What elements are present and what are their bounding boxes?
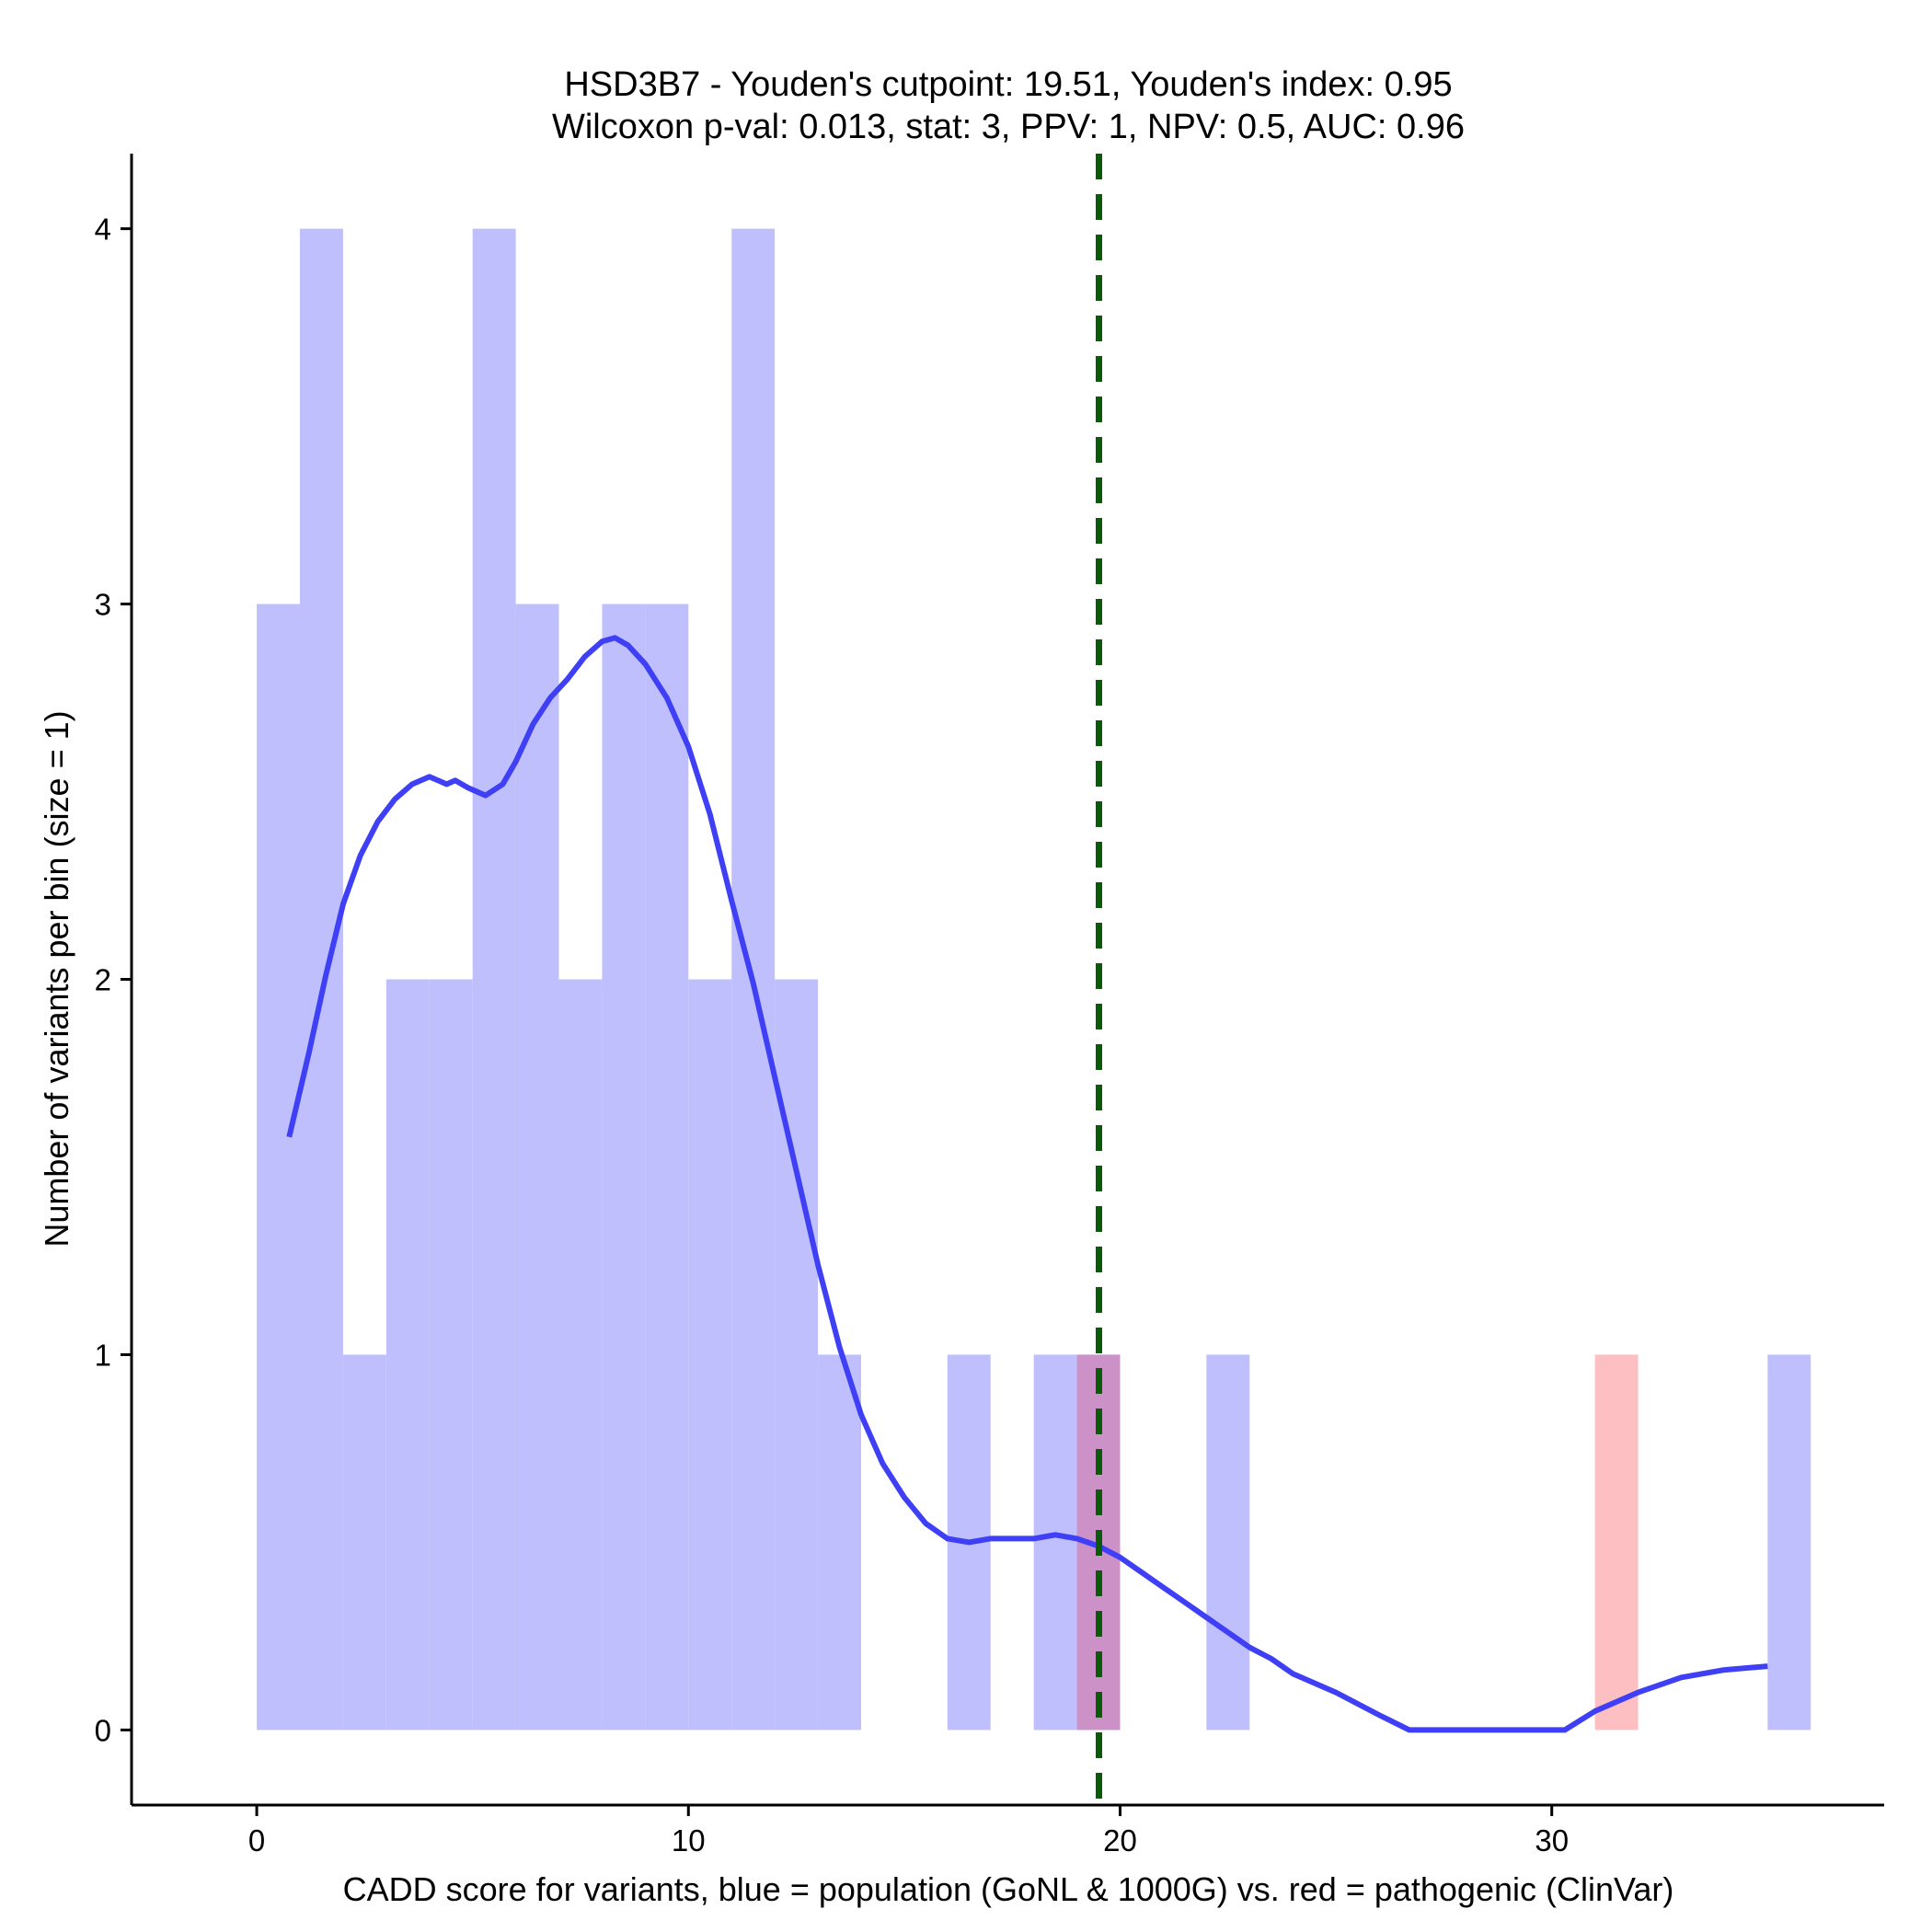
population-bars bbox=[257, 228, 1811, 1731]
pathogenic-bar-31 bbox=[1594, 1354, 1639, 1731]
population-bar-35 bbox=[1767, 1354, 1811, 1731]
population-bar-6 bbox=[515, 604, 559, 1731]
population-bar-22 bbox=[1206, 1354, 1250, 1731]
x-axis-label: CADD score for variants, blue = populati… bbox=[343, 1870, 1674, 1908]
x-tick-label-20: 20 bbox=[1103, 1823, 1137, 1857]
x-axis-ticks: 0 10 20 30 bbox=[248, 1805, 1569, 1857]
population-bar-7 bbox=[558, 979, 603, 1731]
population-bar-5 bbox=[472, 228, 516, 1731]
y-tick-label-3: 3 bbox=[95, 588, 111, 622]
population-bar-0 bbox=[257, 604, 300, 1731]
population-bar-13 bbox=[818, 1354, 861, 1731]
y-axis-label: Number of variants per bin (size = 1) bbox=[38, 710, 75, 1247]
population-bar-4 bbox=[429, 979, 473, 1731]
population-bar-3 bbox=[385, 979, 430, 1731]
population-bar-9 bbox=[645, 604, 689, 1731]
y-axis-ticks: 0 1 2 3 4 bbox=[95, 213, 132, 1747]
y-tick-label-2: 2 bbox=[95, 963, 111, 997]
chart-title-line-1: HSD3B7 - Youden's cutpoint: 19.51, Youde… bbox=[564, 65, 1452, 104]
y-tick-label-4: 4 bbox=[95, 213, 111, 247]
population-bar-12 bbox=[775, 979, 819, 1731]
pathogenic-bars bbox=[1594, 1354, 1639, 1731]
population-density-curve bbox=[286, 635, 1768, 1733]
population-bar-2 bbox=[342, 1354, 386, 1731]
population-bar-10 bbox=[688, 979, 732, 1731]
x-tick-label-0: 0 bbox=[248, 1823, 265, 1857]
y-tick-label-0: 0 bbox=[95, 1713, 111, 1747]
x-tick-label-30: 30 bbox=[1535, 1823, 1569, 1857]
population-bar-18 bbox=[1033, 1354, 1077, 1731]
y-tick-label-1: 1 bbox=[95, 1338, 111, 1372]
population-bar-8 bbox=[602, 604, 646, 1731]
population-bar-1 bbox=[299, 228, 343, 1731]
x-tick-label-10: 10 bbox=[672, 1823, 706, 1857]
chart-title-line-2: Wilcoxon p-val: 0.013, stat: 3, PPV: 1, … bbox=[552, 108, 1465, 146]
